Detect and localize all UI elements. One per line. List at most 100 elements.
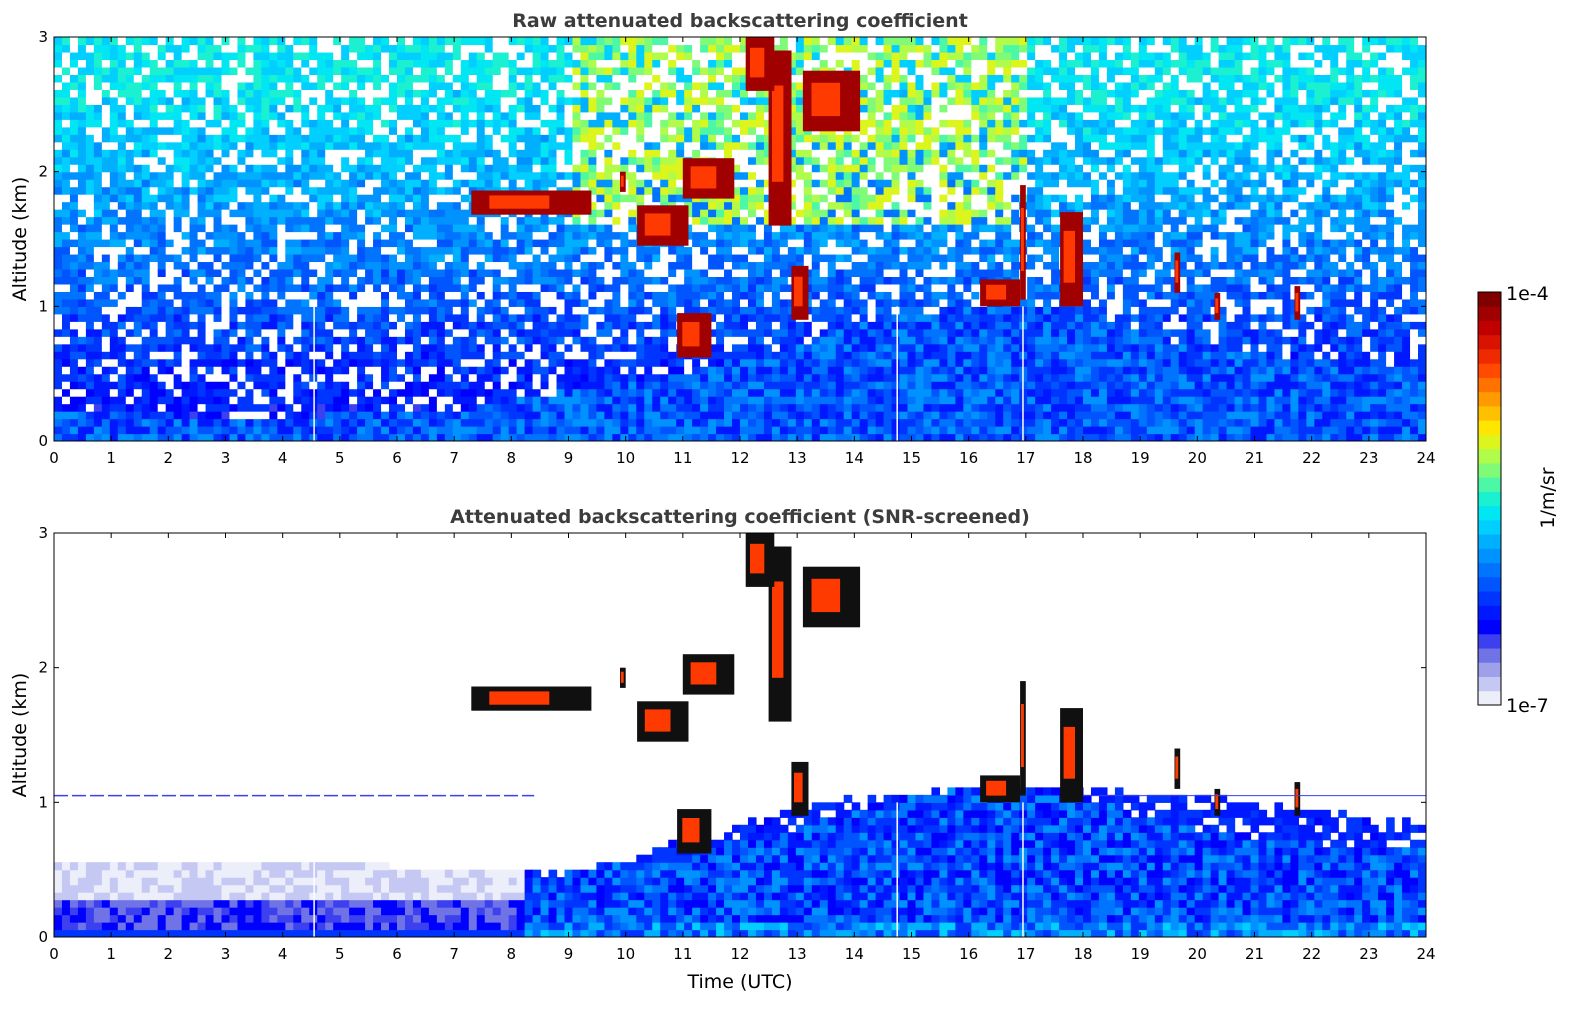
heatmap-cell [293,321,302,330]
heatmap-cell [684,149,693,158]
heatmap-cell [325,381,334,390]
heatmap-cell [404,96,414,105]
heatmap-cell [676,291,685,300]
heatmap-cell [357,59,366,68]
heatmap-cell [381,306,390,315]
heatmap-cell [460,216,470,225]
heatmap-cell [349,283,358,292]
heatmap-cell [444,291,454,300]
heatmap-cell [724,149,733,158]
heatmap-cell [109,381,119,390]
heatmap-cell [101,396,111,405]
heatmap-cell [101,343,111,352]
heatmap-cell [109,104,119,113]
heatmap-cell [317,44,326,53]
heatmap-cell [508,89,518,98]
heatmap-cell [412,298,422,307]
heatmap-cell [229,351,239,360]
heatmap-cell [125,194,135,203]
heatmap-cell [101,231,111,240]
heatmap-cell [516,51,526,61]
heatmap-cell [61,343,71,352]
heatmap-cell [205,179,215,188]
heatmap-cell [325,171,334,180]
heatmap-cell [341,276,350,285]
heatmap-cell [349,216,358,225]
heatmap-cell [173,111,183,120]
heatmap-cell [301,126,310,135]
heatmap-cell [412,171,422,180]
heatmap-cell [747,358,757,367]
heatmap-cell [684,89,693,98]
heatmap-cell [221,313,231,322]
heatmap-cell [500,328,510,337]
heatmap-cell [245,141,255,150]
heatmap-cell [676,403,685,412]
heatmap-cell [740,126,749,135]
heatmap-cell [636,328,645,337]
heatmap-cell [724,283,733,292]
heatmap-cell [644,171,653,180]
heatmap-cell [317,81,326,90]
heatmap-cell [596,119,605,128]
heatmap-cell [444,328,454,337]
heatmap-cell [428,81,438,90]
heatmap-cell [341,291,350,300]
heatmap-cell [133,433,143,441]
heatmap-cell [596,291,605,300]
heatmap-cell [133,156,143,165]
heatmap-cell [141,321,151,330]
heatmap-cell [516,89,526,98]
heatmap-cell [213,298,223,307]
heatmap-cell [516,343,526,352]
heatmap-cell [412,321,422,330]
heatmap-cell [468,418,478,427]
heatmap-cell [54,433,63,441]
heatmap-cell [85,366,95,375]
heatmap-cell [397,268,406,278]
heatmap-cell [61,328,71,337]
heatmap-cell [779,366,789,375]
heatmap-cell [708,328,717,337]
heatmap-cell [524,216,534,225]
heatmap-cell [428,141,438,150]
heatmap-cell [269,141,278,150]
heatmap-cell [620,89,629,98]
heatmap-cell [333,246,342,255]
heatmap-cell [69,171,79,180]
heatmap-cell [771,403,781,412]
heatmap-cell [556,381,566,390]
heatmap-cell [117,179,127,188]
heatmap-cell [604,328,613,337]
heatmap-cell [708,351,717,360]
heatmap-cell [269,51,278,61]
heatmap-cell [277,89,286,98]
heatmap-cell [580,433,590,441]
heatmap-cell [412,396,422,405]
heatmap-cell [301,321,310,330]
heatmap-cell [117,253,127,263]
heatmap-cell [468,343,478,352]
heatmap-cell [373,141,382,150]
heatmap-cell [109,388,119,397]
heatmap-cell [349,298,358,307]
heatmap-cell [524,313,534,322]
heatmap-cell [349,179,358,188]
heatmap-cell [628,179,637,188]
heatmap-cell [740,253,749,263]
heatmap-cell [747,411,757,420]
heatmap-cell [229,66,239,76]
heatmap-cell [652,351,661,360]
heatmap-cell [149,261,159,270]
heatmap-cell [317,216,326,225]
heatmap-cell [716,224,725,233]
heatmap-cell [309,89,318,98]
heatmap-cell [189,119,199,128]
heatmap-cell [325,104,334,113]
heatmap-cell [668,268,677,278]
heatmap-cell [221,134,231,143]
heatmap-cell [596,373,605,382]
heatmap-cell [716,141,725,150]
heatmap-cell [452,51,462,61]
heatmap-cell [349,313,358,322]
